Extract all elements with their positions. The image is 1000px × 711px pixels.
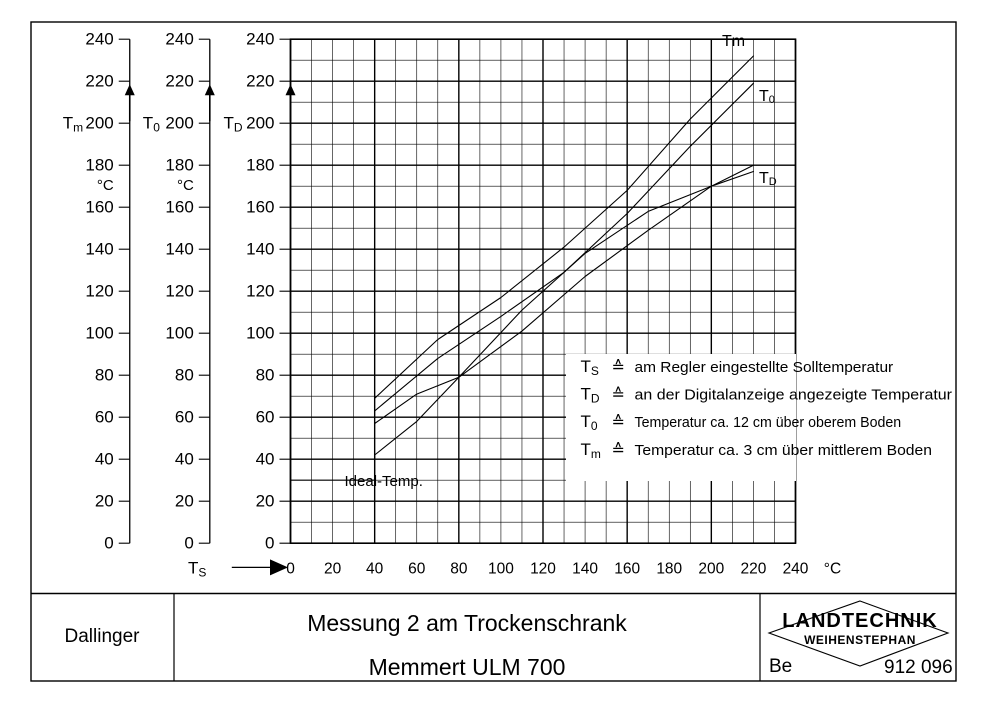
svg-text:0: 0 [265,534,274,553]
svg-text:T0: T0 [759,88,775,106]
svg-text:°C: °C [824,560,841,577]
svg-text:240: 240 [165,30,193,49]
svg-text:912 096: 912 096 [884,657,953,678]
svg-text:Memmert ULM 700: Memmert ULM 700 [369,654,566,680]
svg-text:°C: °C [97,177,114,194]
svg-text:60: 60 [95,408,114,427]
svg-text:80: 80 [450,560,468,577]
svg-text:200: 200 [246,114,274,133]
svg-text:80: 80 [256,366,275,385]
svg-text:TS: TS [188,558,206,579]
svg-text:200: 200 [85,114,113,133]
svg-text:20: 20 [175,492,194,511]
svg-text:Be: Be [769,656,792,677]
svg-text:≙: ≙ [612,387,625,404]
svg-text:Temperatur ca. 12 cm über ober: Temperatur ca. 12 cm über oberem Boden [635,414,902,431]
svg-text:LANDTECHNIK: LANDTECHNIK [782,610,937,632]
svg-text:220: 220 [165,72,193,91]
svg-text:160: 160 [246,198,274,217]
svg-text:240: 240 [246,30,274,49]
svg-text:Tm: Tm [722,33,745,50]
svg-text:120: 120 [246,282,274,301]
svg-text:60: 60 [256,408,275,427]
svg-text:0: 0 [184,534,193,553]
svg-text:Tm: Tm [63,114,83,135]
svg-text:140: 140 [246,240,274,259]
svg-text:≙: ≙ [612,442,625,459]
svg-text:60: 60 [408,560,426,577]
svg-text:100: 100 [246,324,274,343]
svg-text:100: 100 [85,324,113,343]
svg-text:160: 160 [614,560,640,577]
svg-text:220: 220 [740,560,766,577]
svg-text:120: 120 [530,560,556,577]
svg-text:200: 200 [698,560,724,577]
svg-text:40: 40 [256,450,275,469]
svg-text:20: 20 [95,492,114,511]
svg-text:TD: TD [224,114,243,135]
svg-text:40: 40 [366,560,384,577]
svg-text:120: 120 [85,282,113,301]
svg-text:20: 20 [256,492,275,511]
svg-text:Ideal-Temp.: Ideal-Temp. [345,473,423,490]
svg-text:160: 160 [85,198,113,217]
svg-text:80: 80 [95,366,114,385]
svg-text:Temperatur ca. 3 cm über mittl: Temperatur ca. 3 cm über mittlerem Boden [635,442,933,459]
svg-text:≙: ≙ [612,414,625,431]
svg-text:am Regler eingestellte Solltem: am Regler eingestellte Solltemperatur [635,359,894,376]
svg-text:240: 240 [85,30,113,49]
svg-text:40: 40 [175,450,194,469]
svg-text:180: 180 [165,156,193,175]
svg-text:Messung 2 am Trockenschrank: Messung 2 am Trockenschrank [307,610,627,636]
svg-text:60: 60 [175,408,194,427]
svg-text:140: 140 [85,240,113,259]
svg-text:140: 140 [572,560,598,577]
svg-text:20: 20 [324,560,342,577]
svg-text:160: 160 [165,198,193,217]
svg-text:200: 200 [165,114,193,133]
svg-text:TD: TD [759,170,777,188]
svg-text:140: 140 [165,240,193,259]
svg-text:0: 0 [286,560,295,577]
svg-text:80: 80 [175,366,194,385]
svg-text:an der Digitalanzeige angezeig: an der Digitalanzeige angezeigte Tempera… [635,387,953,404]
svg-text:Dallinger: Dallinger [65,626,141,647]
svg-text:100: 100 [488,560,514,577]
svg-text:≙: ≙ [612,359,625,376]
svg-text:180: 180 [246,156,274,175]
svg-text:220: 220 [85,72,113,91]
svg-text:T0: T0 [143,114,160,135]
svg-text:WEIHENSTEPHAN: WEIHENSTEPHAN [804,633,916,647]
svg-text:240: 240 [783,560,809,577]
svg-text:°C: °C [177,177,194,194]
svg-text:100: 100 [165,324,193,343]
svg-text:40: 40 [95,450,114,469]
svg-text:180: 180 [85,156,113,175]
svg-text:120: 120 [165,282,193,301]
svg-text:220: 220 [246,72,274,91]
svg-text:180: 180 [656,560,682,577]
svg-text:0: 0 [104,534,113,553]
